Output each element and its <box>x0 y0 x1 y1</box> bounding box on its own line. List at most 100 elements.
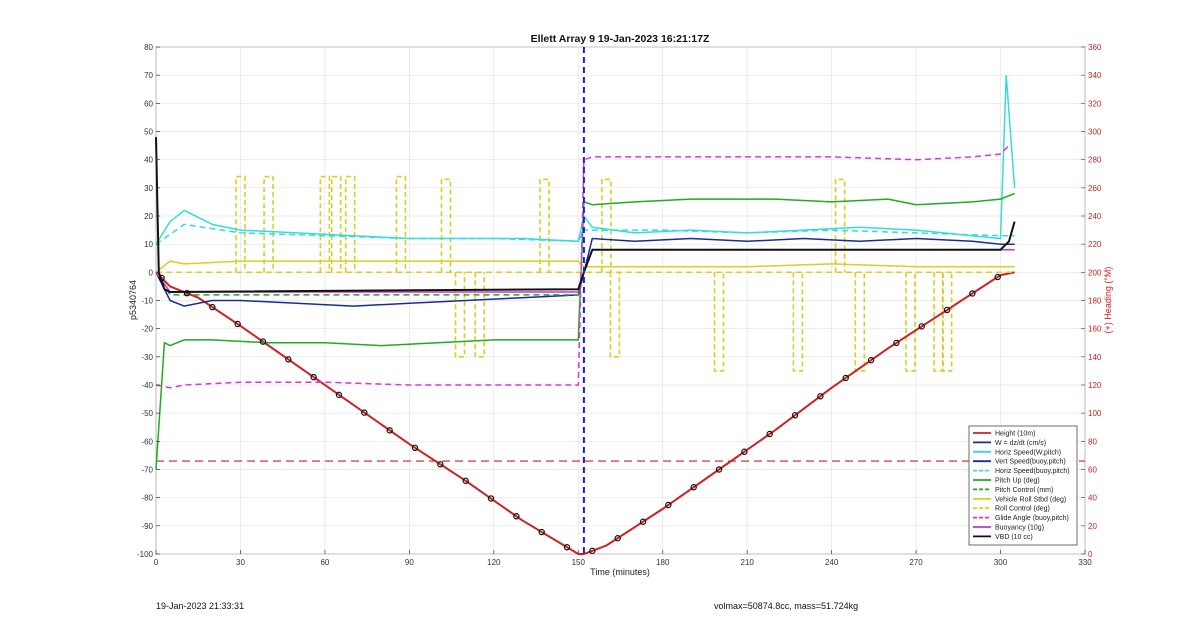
x-axis-label: Time (minutes) <box>590 567 650 577</box>
y-tick-label: -50 <box>141 409 153 418</box>
y2-tick-label: 320 <box>1088 99 1102 108</box>
x-tick-label: 90 <box>405 558 414 567</box>
y-tick-label: -10 <box>141 297 153 306</box>
y2-tick-label: 180 <box>1088 297 1102 306</box>
y2-tick-label: 0 <box>1088 550 1093 559</box>
x-tick-label: 150 <box>572 558 586 567</box>
height-marker <box>918 323 925 330</box>
height-marker <box>766 430 773 438</box>
height-marker <box>411 444 419 452</box>
series-group <box>155 47 1085 555</box>
y-tick-label: -80 <box>141 494 153 503</box>
height-marker <box>817 393 824 400</box>
legend-label: VBD (10 cc) <box>995 534 1033 541</box>
roll-control-pulse <box>454 272 466 358</box>
height-marker <box>715 466 723 473</box>
roll-control-pulse <box>905 272 916 372</box>
height-marker <box>259 338 267 345</box>
x-tick-label: 210 <box>741 558 755 567</box>
x-tick-label: 30 <box>236 558 245 567</box>
y2-tick-label: 220 <box>1088 240 1102 249</box>
y-tick-label: 60 <box>144 99 153 108</box>
y2-tick-label: 260 <box>1088 184 1102 193</box>
roll-control-pulse <box>344 175 356 273</box>
y2-tick-label: 280 <box>1088 156 1102 165</box>
y2-tick-label: 240 <box>1088 212 1102 221</box>
footer-timestamp: 19-Jan-2023 21:33:31 <box>156 601 244 611</box>
y2-tick-label: 20 <box>1088 522 1097 531</box>
y2-tick-label: 200 <box>1088 268 1102 277</box>
y-tick-label: 20 <box>144 212 153 221</box>
legend-label: Buoyancy (10g) <box>995 525 1044 532</box>
legend-label: W = dz/dt (cm/s) <box>995 440 1046 447</box>
y-tick-label: -60 <box>141 437 153 446</box>
y-tick-label: 80 <box>144 43 153 52</box>
legend-label: Vehicle Roll Stbd (deg) <box>995 496 1066 503</box>
legend-label: Horiz Speed(buoy,pitch) <box>995 468 1070 475</box>
height-marker <box>335 391 343 399</box>
height-marker <box>209 303 216 311</box>
height-marker <box>437 461 444 468</box>
series-line-0 <box>155 271 1015 555</box>
legend-label: Glide Angle (buoy,pitch) <box>995 515 1069 522</box>
height-marker <box>538 528 545 536</box>
roll-control-pulse <box>609 272 621 358</box>
y2-tick-label: 100 <box>1088 409 1102 418</box>
y2-tick-label: 360 <box>1088 43 1102 52</box>
y2-tick-label: 340 <box>1088 71 1102 80</box>
x-tick-label: 330 <box>1078 558 1092 567</box>
roll-control-pulse <box>941 272 953 372</box>
legend-label: Vert Speed(buoy,pitch) <box>995 459 1066 466</box>
y2-axis-label: (+) Heading (°M) <box>1103 267 1113 334</box>
y-tick-label: 0 <box>149 268 154 277</box>
y-tick-label: -30 <box>141 353 153 362</box>
y2-tick-label: 60 <box>1088 466 1097 475</box>
roll-control-pulse <box>713 272 725 372</box>
height-marker <box>665 501 672 509</box>
roll-control-pulse <box>235 175 246 273</box>
roll-control-pulse <box>319 175 331 273</box>
height-marker <box>589 547 596 555</box>
y-tick-label: 50 <box>144 128 153 137</box>
roll-control-pulse <box>263 175 274 273</box>
height-marker <box>513 513 520 520</box>
x-tick-label: 60 <box>320 558 329 567</box>
roll-control-pulse <box>792 272 804 372</box>
height-marker <box>969 290 976 297</box>
series-line-4 <box>155 223 1015 245</box>
y-tick-label: -20 <box>141 325 153 334</box>
height-marker <box>462 477 469 484</box>
y2-tick-label: 120 <box>1088 381 1102 390</box>
height-marker <box>893 339 900 347</box>
height-marker <box>310 373 317 381</box>
x-tick-label: 120 <box>487 558 501 567</box>
roll-control-pulse <box>539 178 550 273</box>
height-marker <box>614 535 621 542</box>
x-tick-label: 300 <box>994 558 1008 567</box>
height-marker <box>361 409 368 416</box>
footer-volume-mass: volmax=50874.8cc, mass=51.724kg <box>714 601 858 611</box>
roll-control-pulse <box>834 178 846 273</box>
x-tick-label: 0 <box>154 558 159 567</box>
height-marker <box>487 495 495 502</box>
height-marker <box>158 274 165 282</box>
legend-label: Height (10m) <box>995 431 1035 438</box>
legend-label: Pitch Up (deg) <box>995 478 1040 485</box>
roll-control-pulse <box>395 175 407 273</box>
roll-control-pulse <box>601 178 612 273</box>
height-marker <box>943 306 951 314</box>
height-marker <box>234 320 241 328</box>
x-tick-label: 240 <box>825 558 839 567</box>
legend-box <box>968 425 1078 546</box>
roll-control-pulse <box>440 178 452 273</box>
y2-tick-label: 300 <box>1088 128 1102 137</box>
y2-tick-label: 40 <box>1088 494 1097 503</box>
height-marker <box>183 289 191 297</box>
y-tick-label: -70 <box>141 466 153 475</box>
legend-label: Roll Control (deg) <box>995 506 1050 513</box>
roll-control-pulse <box>474 272 486 358</box>
height-marker <box>639 518 647 525</box>
legend: Height (10m) W = dz/dt (cm/s) Horiz Speed(… <box>968 425 1078 546</box>
y2-tick-label: 80 <box>1088 437 1097 446</box>
